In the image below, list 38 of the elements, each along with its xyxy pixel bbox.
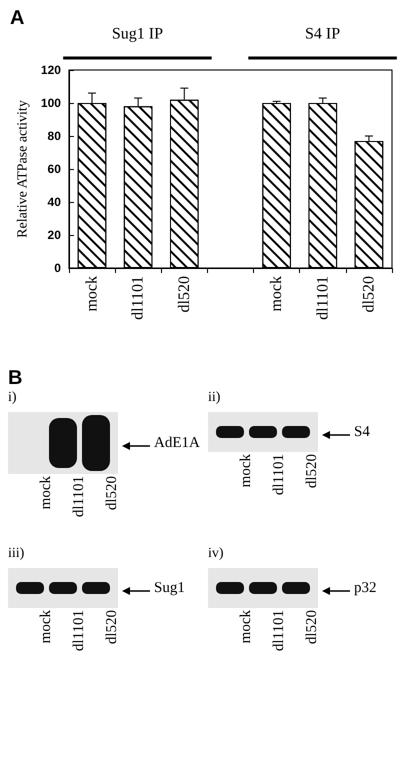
x-tick-label: dl520	[176, 276, 193, 312]
text: dl520	[304, 610, 321, 646]
y-tick-label: 0	[54, 261, 62, 275]
text: mock	[238, 610, 256, 646]
text: dl1101	[70, 476, 88, 520]
y-tick-label: 40	[48, 195, 62, 209]
text: dl1101	[70, 610, 88, 654]
y-tick-label: 120	[40, 63, 62, 77]
y-tick-label: 80	[48, 129, 62, 143]
text: p32	[354, 580, 376, 596]
text: AdE1A	[154, 434, 200, 452]
text: B	[8, 367, 24, 390]
text: S4	[354, 424, 370, 440]
text: dl520	[104, 610, 121, 646]
text: mock	[38, 610, 56, 646]
text: mock	[38, 476, 56, 512]
x-tick-label: dl520	[360, 276, 378, 312]
text: iii)	[8, 546, 26, 562]
text: dl1101	[270, 610, 288, 654]
x-tick-label: mock	[84, 276, 100, 312]
text: iv)	[208, 546, 225, 562]
text: mock	[238, 454, 256, 490]
x-tick-label: dl1101	[130, 276, 147, 320]
y-tick-label: 20	[48, 228, 62, 242]
text: Sug1 IP	[112, 26, 164, 42]
text: dl520	[104, 476, 121, 512]
text: Sug1	[154, 580, 185, 596]
text: S4 IP	[305, 26, 340, 42]
text: dl520	[304, 454, 321, 490]
text: A	[10, 7, 24, 29]
y-tick-label: 60	[48, 162, 62, 176]
text: ii)	[208, 390, 222, 406]
text: dl1101	[270, 454, 288, 498]
y-axis-title: Relative ATPase activity	[16, 100, 30, 238]
y-tick-label: 100	[40, 96, 62, 110]
text: i)	[8, 390, 18, 406]
x-tick-label: dl1101	[314, 276, 332, 320]
x-tick-label: mock	[268, 276, 286, 312]
